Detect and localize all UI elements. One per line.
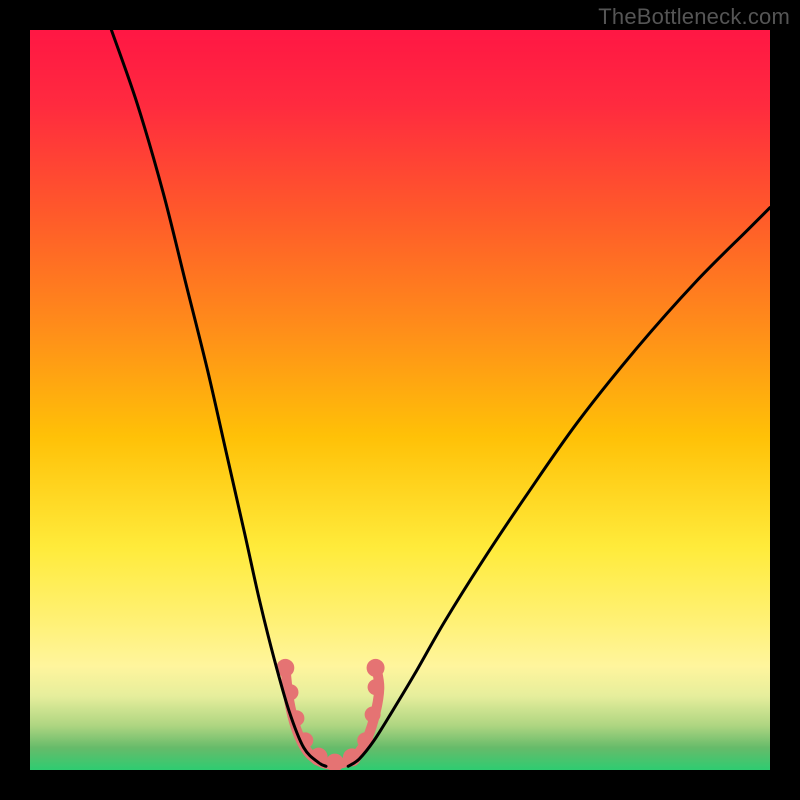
marker-dot (365, 707, 381, 723)
marker-dot (326, 754, 344, 770)
curves-overlay (30, 30, 770, 770)
marker-dot (368, 679, 384, 695)
watermark-text: TheBottleneck.com (598, 4, 790, 30)
chart-frame: TheBottleneck.com (0, 0, 800, 800)
curve-right (348, 208, 770, 767)
curve-left (111, 30, 326, 766)
plot-area (30, 30, 770, 770)
marker-dot (367, 659, 385, 677)
bottom-dots (276, 659, 384, 770)
